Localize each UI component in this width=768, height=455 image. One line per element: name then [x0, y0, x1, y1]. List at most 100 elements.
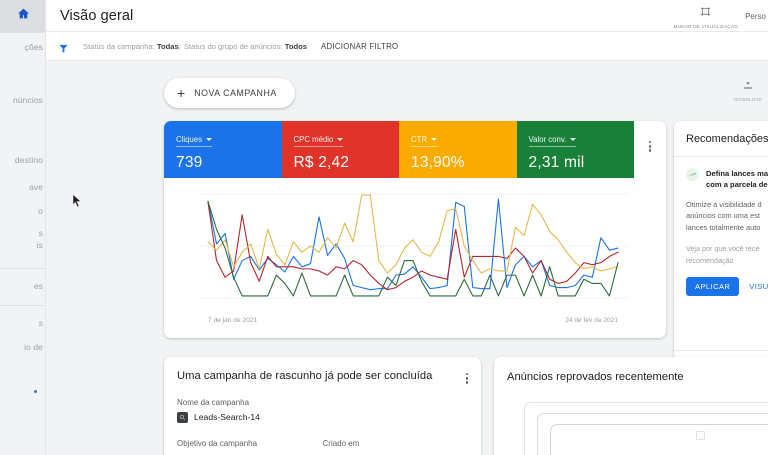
chevron-down-icon [570, 138, 577, 141]
sidebar-item-2[interactable]: destino [14, 155, 43, 165]
home-icon [17, 7, 30, 25]
recommendation-why-link[interactable]: Veja por que você rece recomendação [686, 243, 768, 265]
draft-card-columns: Objetivo da campanha Criado em [177, 439, 468, 448]
draft-campaign-card: Uma campanha de rascunho já pode ser con… [164, 357, 481, 455]
change-view-button[interactable]: MUDAR DE VISUALIZAÇÃO [667, 0, 745, 32]
metric-label-2: CTR [411, 135, 438, 147]
sidebar-item-home[interactable] [0, 0, 45, 32]
kebab-menu-icon [648, 141, 652, 152]
campaign-name-value: Leads-Search-14 [194, 412, 260, 423]
trend-up-icon [686, 168, 699, 181]
metric-value-1: R$ 2,42 [293, 154, 350, 171]
metric-card-cpc-medio[interactable]: CPC médio R$ 2,42 [281, 121, 399, 178]
rail-divider-3 [0, 305, 45, 306]
sidebar-item-0[interactable]: ções [24, 42, 43, 52]
filter-separator: , [178, 41, 181, 51]
personalize-button[interactable]: Perso [745, 11, 766, 21]
metric-card-ctr[interactable]: CTR 13,90% [399, 121, 517, 178]
sidebar-item-3[interactable]: ave [28, 182, 43, 192]
recommendation-headline: Defina lances mai com a parcela de [706, 168, 768, 190]
recommendation-headline-line1: Defina lances mai [706, 169, 768, 178]
recommendation-item[interactable]: Defina lances mai com a parcela de Otimi… [674, 157, 768, 296]
metric-label-text-2: CTR [411, 135, 428, 144]
filter-value-1: Todas [156, 41, 179, 51]
campaign-created-label: Criado em [322, 438, 360, 448]
download-label: DOWNLOAD [734, 97, 762, 102]
sidebar-item-5[interactable]: s [38, 228, 43, 238]
metric-cards-row: Cliques 739 CPC médio R$ 2,42 CTR 13,90%… [164, 121, 666, 178]
rail-divider [0, 32, 45, 33]
main-content: + NOVA CAMPANHA DOWNLOAD Cliques 739 CPC… [46, 61, 768, 455]
filter-label-2: Status do grupo de anúncios: [183, 41, 283, 51]
recommendation-why-line1: Veja por que você rece [686, 244, 760, 254]
chevron-down-icon [431, 138, 438, 141]
add-filter-button[interactable]: ADICIONAR FILTRO [320, 41, 399, 51]
rail-status-dot [34, 390, 37, 393]
kebab-menu-icon[interactable] [465, 370, 468, 384]
campaign-name-value-row[interactable]: Leads-Search-14 [177, 411, 468, 423]
recommendations-card: Recomendações Defina lances mai com a pa… [674, 121, 768, 361]
campaign-name-label: Nome da campanha [177, 397, 250, 407]
disapproved-ads-title: Anúncios reprovados recentemente [507, 371, 684, 383]
frame-crop-icon [700, 4, 711, 22]
metric-value-0: 739 [176, 154, 203, 171]
filter-chip-campaign-status[interactable]: Status da campanha: Todas, [83, 42, 181, 51]
change-view-label: MUDAR DE VISUALIZAÇÃO [673, 23, 739, 29]
ad-preview-sheet-front[interactable]: Futebol Trade - Lucas Tylty | Site Ofici… [550, 424, 768, 455]
filter-value-2: Todos [284, 41, 307, 51]
sidebar-item-6[interactable]: is [36, 240, 43, 250]
ad-placeholder-icon [696, 431, 705, 440]
x-axis-start-label: 7 de jan de 2021 [208, 317, 258, 324]
chevron-down-icon [337, 138, 344, 141]
metric-value-2: 13,90% [411, 154, 465, 171]
recommendations-divider [674, 156, 768, 157]
download-button[interactable]: DOWNLOAD [734, 77, 762, 102]
sidebar-item-8[interactable]: s [38, 318, 43, 328]
search-icon [177, 411, 188, 423]
metric-label-text-1: CPC médio [293, 135, 334, 144]
sidebar-item-7[interactable]: es [33, 281, 43, 291]
campaign-objective-column: Objetivo da campanha [177, 439, 323, 448]
metric-label-text-0: Cliques [176, 135, 203, 144]
plus-icon: + [177, 85, 186, 101]
chart-series-valor-conv- [207, 200, 619, 297]
recommendations-title: Recomendações [686, 133, 768, 145]
chart-series-cliques [207, 198, 619, 291]
campaign-objective-label: Objetivo da campanha [177, 438, 258, 448]
performance-chart-card: Cliques 739 CPC médio R$ 2,42 CTR 13,90%… [164, 121, 666, 338]
recommendation-actions: APLICAR VISUAL [686, 276, 768, 296]
page-header: Visão geral MUDAR DE VISUALIZAÇÃO Perso [46, 0, 768, 32]
recommendation-description: Otimize a visibilidade d anúncios com um… [686, 199, 768, 233]
chevron-down-icon [206, 138, 213, 141]
funnel-icon[interactable] [58, 41, 69, 53]
line-chart-svg [200, 193, 628, 299]
left-nav-rail[interactable]: ções núncios destino ave o s is es s io … [0, 0, 46, 455]
apply-button[interactable]: APLICAR [686, 276, 740, 296]
recommendation-desc-line1: Otimize a visibilidade d [686, 200, 762, 209]
recommendation-why-line2: recomendação [686, 255, 734, 265]
recommendations-footer-divider [674, 350, 768, 351]
new-campaign-button[interactable]: + NOVA CAMPANHA [164, 78, 295, 108]
campaign-created-column: Criado em [323, 439, 469, 448]
download-icon [742, 77, 754, 95]
filter-chip-adgroup-status[interactable]: Status do grupo de anúncios: Todos [184, 42, 307, 51]
sidebar-item-4[interactable]: o [38, 206, 43, 216]
metric-value-3: 2,31 mil [528, 154, 585, 171]
chart-overflow-menu[interactable] [634, 121, 666, 178]
draft-card-header: Uma campanha de rascunho já pode ser con… [164, 357, 481, 384]
metric-card-valor-conv[interactable]: Valor conv. 2,31 mil [516, 121, 634, 178]
metric-label-0: Cliques [176, 135, 213, 147]
metric-card-cliques[interactable]: Cliques 739 [164, 121, 282, 178]
chart-plot-area: 7 de jan de 2021 24 de fev de 2021 [164, 178, 666, 338]
view-button[interactable]: VISUAL [749, 281, 768, 291]
mouse-pointer-icon [72, 193, 83, 208]
recommendation-header: Defina lances mai com a parcela de [686, 168, 768, 190]
ad-preview-stack: Futebol Trade - Lucas Tylty | Site Ofici… [524, 402, 768, 455]
draft-card-body: Nome da campanha Leads-Search-14 Objetiv… [164, 384, 481, 448]
sidebar-item-9[interactable]: io de [24, 342, 43, 352]
chart-series-cpc-m-dio [207, 201, 619, 291]
recommendation-desc-line3: lances totalmente auto [686, 222, 761, 232]
sidebar-item-1[interactable]: núncios [13, 95, 43, 105]
filter-label-1: Status da campanha: [83, 41, 155, 51]
